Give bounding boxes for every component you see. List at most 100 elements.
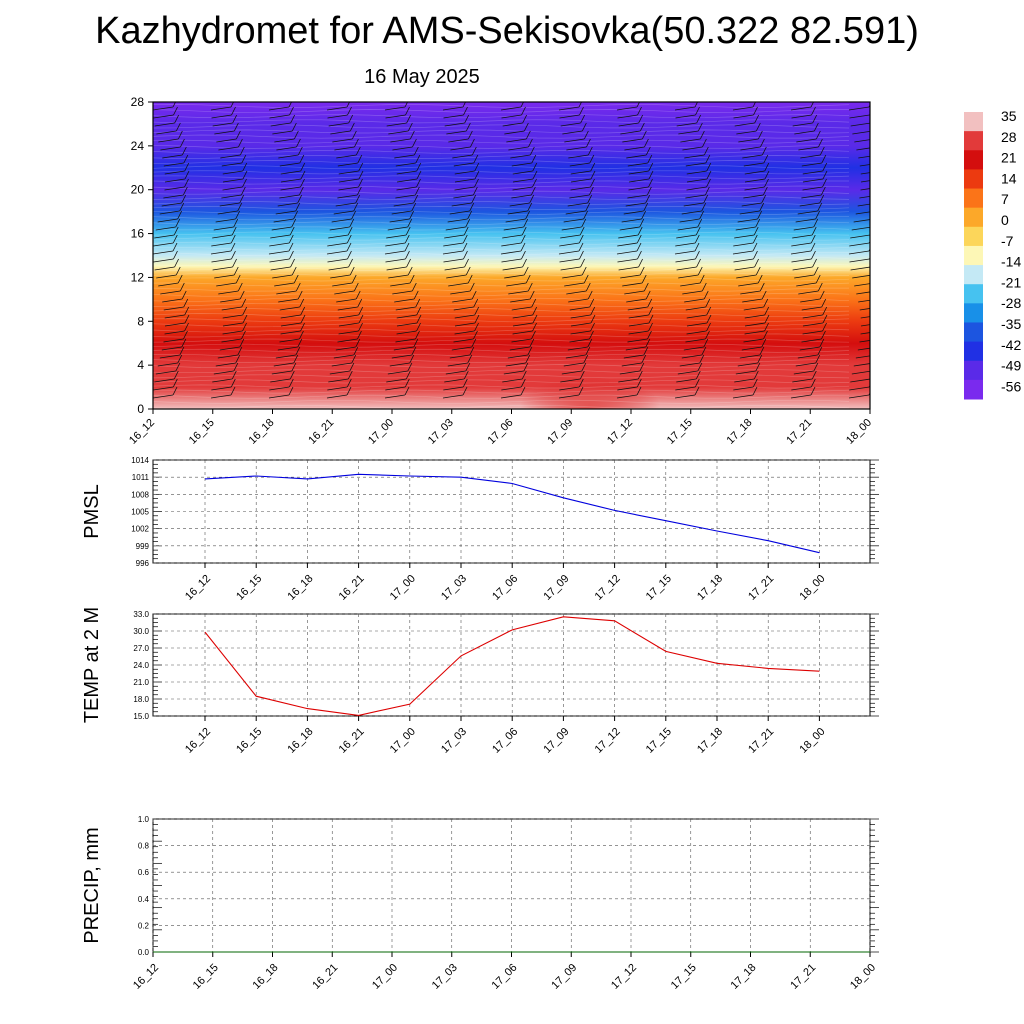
wind-barb-flag (407, 266, 413, 276)
contour-line (153, 287, 849, 292)
wind-barb (385, 114, 406, 119)
wind-barb (215, 218, 236, 223)
wind-barb-flag (232, 258, 237, 268)
x-tick-label: 17_21 (746, 726, 776, 756)
colorbar-label: -28 (1001, 295, 1021, 311)
wind-barb-flag (529, 146, 535, 156)
wind-barb-flag (706, 162, 712, 172)
wind-barb (335, 202, 356, 207)
wind-barb-flag (701, 202, 707, 212)
wind-barb (617, 386, 638, 391)
wind-barbs (153, 102, 884, 399)
wind-barb-flag (297, 290, 303, 300)
y-tick-label: 18.0 (133, 695, 149, 704)
wind-barb (279, 162, 300, 167)
wind-barb-flag (876, 139, 880, 147)
wind-barb-flag (647, 154, 653, 164)
colorbar-label: -35 (1001, 316, 1021, 332)
wind-barb (852, 130, 870, 135)
wind-barb (502, 122, 523, 127)
wind-barb (619, 226, 640, 231)
wind-barb (570, 330, 591, 335)
contour-line (153, 251, 849, 256)
wind-barb (674, 250, 696, 255)
wind-barb-flag (706, 306, 712, 316)
x-tick-label: 16_12 (183, 726, 213, 756)
wind-barb (798, 146, 819, 151)
wind-barb (677, 370, 698, 375)
wind-barb (675, 242, 696, 247)
wind-barb (451, 202, 472, 207)
contour-lines (153, 104, 850, 409)
wind-barb (686, 178, 708, 183)
wind-barb-flag (645, 290, 651, 300)
wind-barb-flag (880, 155, 884, 163)
wind-barb-flag (706, 314, 712, 324)
y-tick-label: 24.0 (133, 661, 149, 670)
x-tick-label: 17_15 (644, 573, 674, 603)
wind-barb (744, 178, 766, 183)
wind-barb-flag (583, 130, 589, 140)
wind-barb-flag (702, 138, 707, 148)
wind-barb (268, 106, 290, 111)
wind-barb (327, 242, 348, 247)
wind-barb-flag (706, 178, 711, 188)
wind-barb-flag (812, 114, 818, 124)
wind-barb (454, 314, 475, 319)
wind-barb (210, 250, 232, 255)
wind-barb-flag (351, 130, 357, 140)
wind-barb (849, 242, 870, 247)
wind-barb-flag (578, 386, 584, 396)
wind-barb (327, 386, 348, 391)
wind-barb (801, 194, 822, 199)
wind-barb-flag (464, 258, 469, 268)
wind-barb (802, 330, 823, 335)
wind-barb (443, 258, 464, 263)
wind-barb (560, 266, 581, 271)
wind-barb-flag (172, 242, 178, 252)
wind-barb (790, 394, 812, 399)
wind-barb-flag (761, 290, 767, 300)
wind-barb (395, 338, 416, 343)
wind-barb (500, 394, 522, 399)
wind-barb-flag (638, 258, 643, 268)
wind-barb-flag (179, 202, 185, 212)
y-tick-label: 1002 (131, 525, 149, 534)
wind-barb-flag (764, 178, 769, 188)
contour-line (153, 308, 850, 312)
contour-line (153, 149, 850, 154)
wind-barb (280, 330, 301, 335)
wind-barb-flag (822, 178, 827, 188)
wind-barb (681, 354, 702, 359)
wind-barb-flag (242, 306, 248, 316)
wind-barb-flag (467, 274, 473, 284)
wind-barb-flag (412, 138, 417, 148)
wind-barb (385, 386, 406, 391)
wind-barb-flag (242, 322, 247, 332)
wind-barb-flag (811, 226, 817, 236)
wind-barb-flag (416, 178, 421, 188)
wind-barb (564, 282, 585, 287)
contour-line (153, 180, 849, 185)
wind-barb (274, 138, 295, 143)
wind-barb (741, 346, 762, 351)
wind-barb-flag (874, 211, 878, 219)
wind-barb-flag (290, 258, 295, 268)
wind-barb-flag (349, 122, 355, 132)
y-axis-label: PMSL (81, 484, 103, 538)
wind-barb-flag (354, 138, 359, 148)
wind-barb (625, 202, 646, 207)
wind-barb (153, 258, 174, 263)
colorbar-label: -49 (1001, 358, 1021, 374)
colorbar-label: -56 (1001, 378, 1021, 394)
wind-barb-flag (299, 298, 305, 308)
wind-barb (796, 138, 817, 143)
wind-barb-flag (357, 298, 363, 308)
x-tick-label: 16_15 (234, 726, 264, 756)
wind-barb (560, 234, 581, 239)
wind-barb (628, 322, 650, 327)
x-tick-label: 17_06 (490, 726, 520, 756)
wind-barb-flag (706, 322, 711, 332)
wind-barb (624, 146, 645, 151)
wind-barb (159, 210, 180, 215)
